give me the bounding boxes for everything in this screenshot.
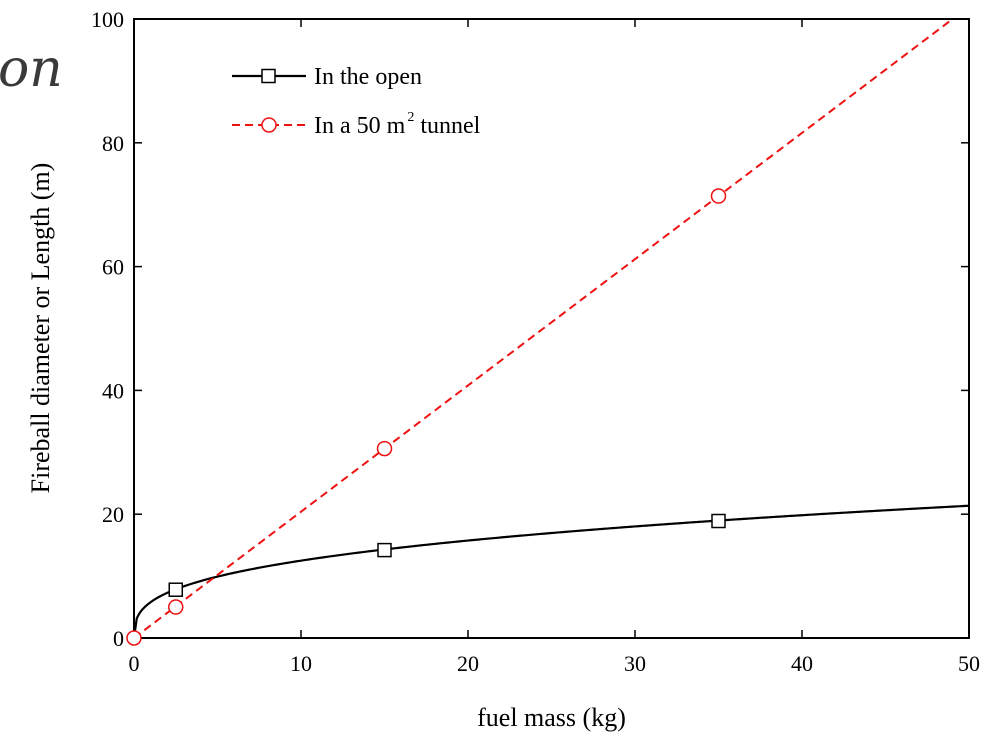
tunnel-marker (126, 630, 142, 646)
y-tick-label: 40 (102, 378, 124, 403)
tunnel-marker (376, 440, 393, 457)
open-marker (168, 582, 183, 597)
legend-label-tunnel-prefix: In a 50 m (314, 113, 406, 139)
y-tick-label: 100 (91, 7, 124, 32)
legend-marker-open (261, 68, 276, 84)
series-group (126, 18, 970, 646)
x-tick-label: 20 (457, 651, 479, 676)
legend-marker-tunnel (261, 117, 277, 133)
y-tick-label: 80 (102, 131, 124, 156)
fragment-text: on (0, 39, 63, 99)
y-axis-label: Fireball diameter or Length (m) (26, 163, 55, 494)
y-tick-label: 20 (102, 502, 124, 527)
tunnel-marker (168, 599, 184, 615)
legend-label-tunnel-suffix: tunnel (414, 113, 480, 139)
legend-label-tunnel-sup: 2 (407, 110, 414, 125)
open-marker (711, 513, 726, 529)
x-tick-label: 10 (290, 651, 312, 676)
x-tick-label: 50 (958, 651, 980, 676)
x-tick-label: 30 (624, 651, 646, 676)
open-marker (377, 542, 392, 558)
x-tick-label: 0 (129, 651, 140, 676)
series-line-open (132, 504, 970, 639)
plot-frame (133, 18, 970, 639)
tunnel-marker (710, 188, 727, 204)
series-line-tunnel (133, 18, 954, 639)
x-axis-label: fuel mass (kg) (477, 703, 626, 732)
x-tick-label: 40 (791, 651, 813, 676)
legend-entry-open: In the open (232, 64, 422, 90)
legend-label-open: In the open (314, 64, 422, 90)
y-tick-label: 60 (102, 255, 124, 280)
ticks-group: 0 10 20 30 40 50 0 20 40 60 80 100 (91, 7, 980, 676)
y-tick-label: 0 (113, 626, 124, 651)
